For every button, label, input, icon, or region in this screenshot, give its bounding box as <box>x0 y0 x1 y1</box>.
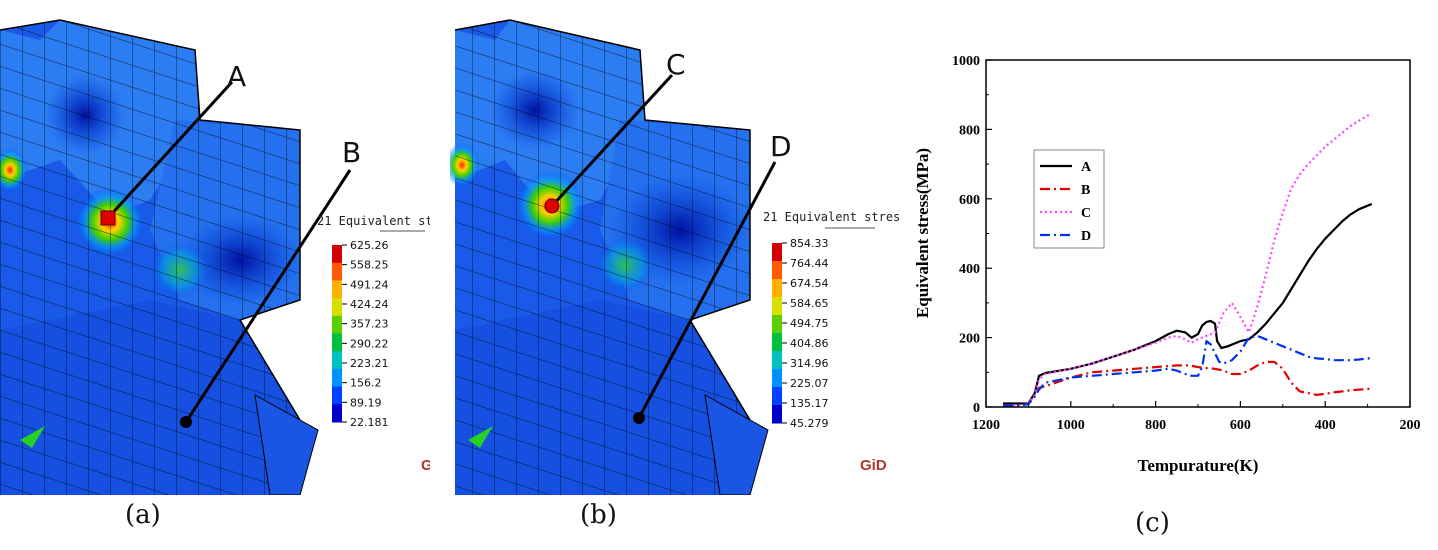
colorbar-tick-label: 404.86 <box>790 337 829 350</box>
colorbar-swatch <box>332 404 342 423</box>
x-tick-label: 800 <box>1145 418 1166 433</box>
colorbar-tick-label: 494.75 <box>790 317 829 330</box>
colorbar-tick-label: 45.279 <box>790 417 829 430</box>
gid-logo: GiD <box>421 457 430 474</box>
x-tick-label: 400 <box>1315 418 1336 433</box>
panel-b: C D 21 Equivalent stress 854.33 764.44 674… <box>450 0 900 550</box>
colorbar-swatch <box>772 297 782 316</box>
legend-title: 21 Equivalent stress <box>763 210 900 224</box>
colorbar-swatch <box>332 245 342 264</box>
gid-logo: GiD <box>860 457 887 474</box>
series-line-b <box>1003 360 1372 407</box>
series-line-d <box>1003 334 1372 407</box>
x-axis-label: Tempurature(K) <box>1138 456 1259 475</box>
colorbar-swatch <box>332 315 342 334</box>
point-c-marker <box>544 198 560 214</box>
point-d-marker <box>633 412 645 424</box>
y-axis-label: Equivalent stress(MPa) <box>913 148 932 318</box>
colorbar-tick-label: 225.07 <box>790 377 829 390</box>
colorbar-swatch <box>332 386 342 405</box>
point-b-marker <box>180 416 192 428</box>
y-tick-label: 600 <box>959 193 980 208</box>
legend-title: 21 Equivalent stress <box>317 214 430 228</box>
axis-triad-icon <box>468 426 493 448</box>
legend-label: A <box>1081 160 1092 175</box>
point-d-label: D <box>770 130 792 163</box>
colorbar-swatch <box>772 405 782 424</box>
x-tick-label: 1000 <box>1057 418 1085 433</box>
panel-a: A B 21 Equivalent stress 625.26 558.25 491… <box>0 0 430 550</box>
colorbar-tick-label: 223.21 <box>350 357 389 370</box>
colorbar-swatch <box>332 333 342 352</box>
colorbar-swatch <box>332 351 342 370</box>
colorbar-swatch <box>332 280 342 299</box>
y-tick-label: 1000 <box>952 54 980 69</box>
colorbar-tick-label: 584.65 <box>790 297 829 310</box>
colorbar-tick-label: 558.25 <box>350 259 389 272</box>
caption-b: (b) <box>580 500 617 530</box>
colorbar-swatch <box>332 368 342 388</box>
legend-label: B <box>1081 183 1090 198</box>
colorbar-b: 854.33 764.44 674.54 584.65 494.75 404.86 314.… <box>772 237 829 430</box>
colorbar-swatch <box>772 351 782 370</box>
fem-contour-plot-b: C D 21 Equivalent stress 854.33 764.44 674… <box>450 19 900 495</box>
colorbar-swatch <box>332 262 342 281</box>
caption-a: (a) <box>125 500 161 530</box>
legend-label: C <box>1081 206 1091 221</box>
stress-temperature-chart: 1200 1000 800 600 400 200 0 200 400 600 800 1000 Te… <box>913 54 1421 475</box>
colorbar-tick-label: 135.17 <box>790 397 829 410</box>
x-tick-label: 1200 <box>972 418 1000 433</box>
colorbar-swatch <box>772 243 782 262</box>
panel-c: 1200 1000 800 600 400 200 0 200 400 600 800 1000 Te… <box>900 0 1438 550</box>
colorbar-swatch <box>332 298 342 317</box>
colorbar-tick-label: 674.54 <box>790 277 829 290</box>
colorbar-tick-label: 491.24 <box>350 278 389 291</box>
colorbar-tick-label: 314.96 <box>790 357 829 370</box>
colorbar-swatch <box>772 315 782 334</box>
x-tick-label: 600 <box>1230 418 1251 433</box>
colorbar-swatch <box>772 369 782 388</box>
colorbar-tick-label: 357.23 <box>350 318 389 331</box>
y-tick-label: 0 <box>973 401 980 416</box>
point-c-label: C <box>666 48 686 81</box>
point-b-label: B <box>342 136 361 169</box>
colorbar-tick-label: 290.22 <box>350 337 389 350</box>
x-tick-label: 200 <box>1400 418 1421 433</box>
fem-contour-plot-a: A B 21 Equivalent stress 625.26 558.25 491… <box>0 19 430 495</box>
colorbar-tick-label: 89.19 <box>350 396 382 409</box>
point-a-label: A <box>227 60 246 93</box>
point-a-marker <box>100 210 116 226</box>
caption-c: (c) <box>1135 508 1170 538</box>
legend-label: D <box>1081 229 1091 244</box>
colorbar-tick-label: 156.2 <box>350 377 382 390</box>
y-tick-label: 800 <box>959 123 980 138</box>
colorbar-swatch <box>772 333 782 352</box>
colorbar-a: 625.26 558.25 491.24 424.24 357.23 290.22 223.… <box>332 239 389 429</box>
y-tick-label: 200 <box>959 332 980 347</box>
colorbar-swatch <box>772 261 782 280</box>
colorbar-swatch <box>772 387 782 406</box>
colorbar-tick-label: 424.24 <box>350 298 389 311</box>
colorbar-tick-label: 854.33 <box>790 237 829 250</box>
colorbar-tick-label: 764.44 <box>790 257 829 270</box>
axis-triad-icon <box>20 426 45 448</box>
y-tick-label: 400 <box>959 262 980 277</box>
colorbar-swatch <box>772 279 782 298</box>
series-line-c <box>1003 112 1373 407</box>
colorbar-tick-label: 625.26 <box>350 239 389 252</box>
colorbar-tick-label: 22.181 <box>350 416 389 429</box>
